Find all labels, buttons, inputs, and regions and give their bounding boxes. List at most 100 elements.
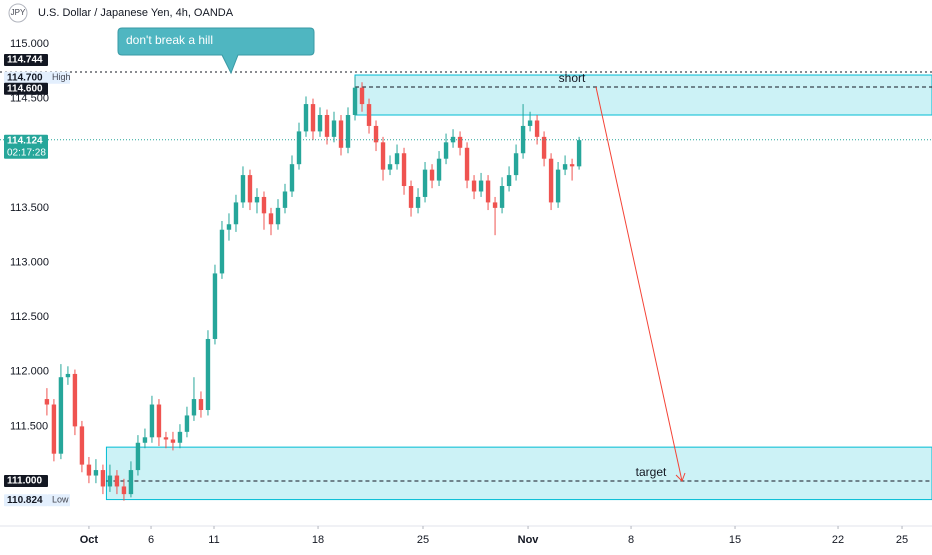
candles: [44, 76, 582, 501]
candle-body: [205, 338, 211, 410]
candle-body: [142, 437, 148, 443]
price-countdown: 02:17:28: [7, 147, 46, 158]
price-tag: [4, 134, 48, 159]
candle-body: [261, 196, 267, 214]
arrow: [595, 86, 683, 482]
candle-body: [324, 115, 330, 137]
x-tick-label: Oct: [80, 534, 99, 546]
price-tag: [4, 82, 48, 95]
candle-body: [436, 158, 442, 181]
candle-body: [275, 207, 281, 225]
chart-title: U.S. Dollar / Japanese Yen, 4h, OANDA: [38, 7, 234, 19]
candle-body: [184, 415, 190, 432]
zone: [105, 446, 932, 501]
price-tag: [4, 494, 48, 507]
y-tick-label: 112.000: [10, 366, 49, 378]
candle-body: [373, 125, 379, 143]
candle-body: [100, 470, 106, 487]
candle-body: [506, 175, 512, 187]
candle-body: [513, 153, 519, 176]
candle-body: [170, 439, 176, 443]
candle-body: [415, 196, 421, 208]
candle-body: [422, 169, 428, 197]
symbol: JPY: [11, 8, 26, 17]
candle-body: [149, 404, 155, 438]
candle-body: [345, 115, 351, 148]
candle-body: [492, 202, 498, 208]
candle-body: [163, 437, 169, 440]
x-tick-label: 8: [628, 534, 634, 546]
candle-body: [135, 442, 141, 471]
price-tag-label: 110.824: [7, 495, 43, 506]
x-tick-label: Nov: [518, 534, 540, 546]
candle-body: [576, 140, 582, 167]
candle-body: [177, 431, 183, 443]
price-tag-label: 111.000: [7, 476, 42, 487]
candle-body: [240, 175, 246, 203]
x-tick-label: 25: [417, 534, 429, 546]
y-tick-label: 111.500: [10, 420, 48, 432]
candle-body: [352, 87, 358, 116]
symbol-badge: [8, 3, 28, 23]
candle-body: [471, 180, 477, 192]
candle-body: [86, 464, 92, 476]
zone: [354, 74, 932, 116]
candle-body: [65, 373, 71, 378]
price-tag-note: Low: [52, 495, 69, 505]
candle-body: [366, 104, 372, 126]
candle-body: [457, 136, 463, 148]
overlay: 115.000 114.500 113.500 113.000 112.500 112.0…: [0, 27, 932, 546]
candle-body: [569, 164, 575, 167]
candle-body: [408, 186, 414, 208]
y-tick-label: 113.500: [10, 202, 49, 214]
candle-body: [485, 180, 491, 203]
candle-body: [548, 158, 554, 203]
y-tick-label: 113.000: [10, 256, 49, 268]
candle-body: [464, 147, 470, 181]
x-tick-label: 18: [312, 534, 324, 546]
candle-body: [289, 164, 295, 192]
zone-label: short: [559, 71, 586, 85]
candle-body: [282, 191, 288, 208]
candle-body: [303, 104, 309, 132]
candle-body: [338, 120, 344, 148]
y-tick-label: 114.500: [10, 93, 49, 105]
candle-body: [93, 470, 99, 476]
candle-body: [387, 164, 393, 170]
candle-body: [58, 377, 64, 454]
candle-body: [429, 169, 435, 181]
candle-body: [114, 475, 120, 487]
price-tag-note-bg: [48, 494, 70, 507]
candle-body: [555, 169, 561, 203]
candle-body: [191, 399, 197, 416]
y-tick-label: 112.500: [10, 311, 49, 323]
y-tick-label: 115.000: [10, 38, 49, 50]
zone-label: target: [636, 465, 667, 479]
candle-body: [51, 404, 57, 454]
candle-body: [107, 475, 113, 487]
candle-body: [359, 87, 365, 105]
candle-body: [254, 196, 260, 203]
candle-body: [401, 153, 407, 187]
candle-body: [198, 399, 204, 410]
candle-body: [212, 273, 218, 339]
candle-body: [79, 426, 85, 465]
price-tag: [4, 53, 48, 66]
candle-body: [121, 486, 127, 495]
x-tick-label: 25: [896, 534, 908, 546]
candle-body: [156, 404, 162, 438]
price-tag-label: 114.744: [7, 55, 43, 66]
candle-body: [562, 164, 568, 170]
x-tick-label: 15: [729, 534, 741, 546]
price-tag: [4, 475, 48, 488]
x-tick-label: 6: [148, 534, 154, 546]
candle-body: [72, 373, 78, 427]
candle-body: [499, 186, 505, 208]
candle-body: [527, 120, 533, 126]
arrow-head: [675, 472, 686, 482]
price-tag-label: 114.600: [7, 83, 43, 94]
candle-body: [380, 142, 386, 170]
candle-body: [219, 229, 225, 274]
